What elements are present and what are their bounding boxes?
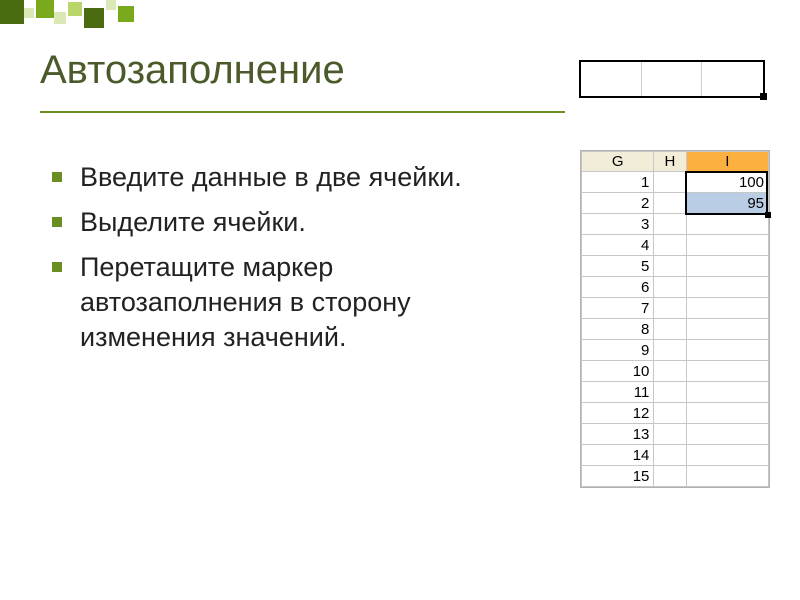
- decor-block: [0, 0, 24, 24]
- cell[interactable]: [686, 445, 768, 466]
- bullet-item: Выделите ячейки.: [52, 205, 532, 240]
- table-row: 14: [582, 445, 769, 466]
- cell[interactable]: [686, 403, 768, 424]
- table-row: 5: [582, 256, 769, 277]
- cell[interactable]: [654, 298, 686, 319]
- title-underline: [40, 111, 565, 113]
- cell[interactable]: 100: [686, 172, 768, 193]
- bullet-marker: [52, 262, 62, 272]
- bullet-text: Выделите ячейки.: [80, 207, 306, 237]
- selection-divider: [701, 62, 702, 96]
- cell[interactable]: [686, 277, 768, 298]
- column-header[interactable]: H: [654, 152, 686, 172]
- cell[interactable]: 4: [582, 235, 654, 256]
- spreadsheet-table: GHI 1 100 2 95 3456789101112131415: [581, 151, 769, 487]
- decor-block: [54, 12, 66, 24]
- cell[interactable]: 6: [582, 277, 654, 298]
- cell[interactable]: 7: [582, 298, 654, 319]
- table-row: 12: [582, 403, 769, 424]
- table-row: 11: [582, 382, 769, 403]
- decor-block: [106, 0, 116, 10]
- table-row: 1 100: [582, 172, 769, 193]
- cell[interactable]: [654, 340, 686, 361]
- cell[interactable]: 2: [582, 193, 654, 214]
- cell[interactable]: [654, 361, 686, 382]
- table-row: 8: [582, 319, 769, 340]
- cell[interactable]: [686, 382, 768, 403]
- bullet-list: Введите данные в две ячейки. Выделите яче…: [52, 160, 532, 365]
- table-row: 3: [582, 214, 769, 235]
- cell[interactable]: [686, 424, 768, 445]
- cell[interactable]: [654, 424, 686, 445]
- cell[interactable]: 13: [582, 424, 654, 445]
- cell[interactable]: 95: [686, 193, 768, 214]
- decor-block: [36, 0, 54, 18]
- bullet-text: Перетащите маркер автозаполнения в сторо…: [80, 252, 411, 352]
- cell[interactable]: [654, 193, 686, 214]
- fill-handle-icon: [760, 93, 767, 100]
- selection-rect-illustration: [579, 60, 765, 98]
- table-row: 2 95: [582, 193, 769, 214]
- cell[interactable]: 8: [582, 319, 654, 340]
- cell[interactable]: [654, 277, 686, 298]
- decor-block: [118, 6, 134, 22]
- cell[interactable]: [654, 319, 686, 340]
- table-row: 7: [582, 298, 769, 319]
- table-row: 15: [582, 466, 769, 487]
- cell[interactable]: [686, 256, 768, 277]
- cell[interactable]: 9: [582, 340, 654, 361]
- table-row: 13: [582, 424, 769, 445]
- bullet-marker: [52, 172, 62, 182]
- cell[interactable]: [654, 214, 686, 235]
- bullet-marker: [52, 217, 62, 227]
- cell[interactable]: [654, 382, 686, 403]
- cell[interactable]: 14: [582, 445, 654, 466]
- bullet-item: Перетащите маркер автозаполнения в сторо…: [52, 250, 532, 355]
- decor-block: [24, 8, 34, 18]
- cell[interactable]: [686, 298, 768, 319]
- cell[interactable]: [686, 214, 768, 235]
- cell[interactable]: [654, 256, 686, 277]
- cell[interactable]: [686, 466, 768, 487]
- selection-divider: [641, 62, 642, 96]
- cell[interactable]: 1: [582, 172, 654, 193]
- cell[interactable]: [654, 466, 686, 487]
- table-row: 9: [582, 340, 769, 361]
- decor-block: [84, 8, 104, 28]
- cell[interactable]: [654, 235, 686, 256]
- cell[interactable]: 3: [582, 214, 654, 235]
- cell[interactable]: 10: [582, 361, 654, 382]
- bullet-text: Введите данные в две ячейки.: [80, 162, 462, 192]
- cell[interactable]: 11: [582, 382, 654, 403]
- cell[interactable]: 15: [582, 466, 654, 487]
- cell[interactable]: [654, 403, 686, 424]
- mini-spreadsheet: GHI 1 100 2 95 3456789101112131415: [580, 150, 770, 488]
- table-row: 4: [582, 235, 769, 256]
- column-header[interactable]: G: [582, 152, 654, 172]
- cell[interactable]: [686, 319, 768, 340]
- column-header[interactable]: I: [686, 152, 768, 172]
- cell[interactable]: 12: [582, 403, 654, 424]
- cell[interactable]: 5: [582, 256, 654, 277]
- table-row: 10: [582, 361, 769, 382]
- bullet-item: Введите данные в две ячейки.: [52, 160, 532, 195]
- cell[interactable]: [686, 361, 768, 382]
- cell[interactable]: [654, 172, 686, 193]
- cell[interactable]: [686, 235, 768, 256]
- table-row: 6: [582, 277, 769, 298]
- cell[interactable]: [654, 445, 686, 466]
- decor-block: [68, 2, 82, 16]
- corner-decoration: [0, 0, 800, 32]
- cell[interactable]: [686, 340, 768, 361]
